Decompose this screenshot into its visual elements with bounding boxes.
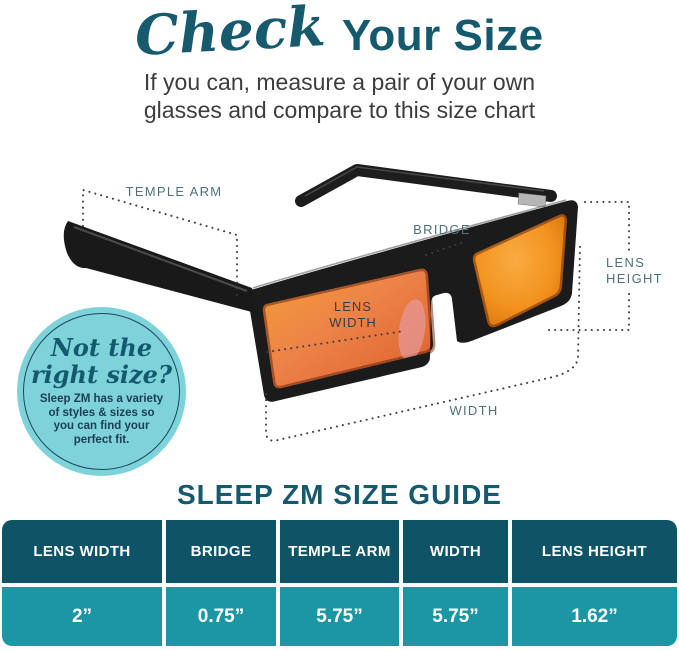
size-guide-table: LENS WIDTH BRIDGE TEMPLE ARM WIDTH LENS … [2, 520, 677, 646]
table-header-temple-arm: TEMPLE ARM [280, 520, 399, 583]
table-value-bridge: 0.75” [166, 587, 276, 646]
badge-script-line2: right size? [30, 360, 173, 389]
bridge-label: BRIDGE [413, 222, 471, 237]
subtitle-line-2: glasses and compare to this size chart [143, 97, 536, 123]
table-header-bridge: BRIDGE [166, 520, 276, 583]
table-header-width: WIDTH [403, 520, 508, 583]
table-value-width: 5.75” [403, 587, 508, 646]
table-value-lens-width: 2” [2, 587, 162, 646]
title-script-word: Check [133, 0, 328, 68]
size-guide-heading: SLEEP ZM SIZE GUIDE [177, 479, 502, 510]
left-temple-arm [63, 221, 259, 314]
not-right-size-badge: Not the right size? Sleep ZM has a varie… [17, 307, 186, 476]
lens-width-label-line1: LENS [334, 299, 372, 314]
width-measure-line [265, 244, 581, 442]
title-main-words: Your Size [341, 11, 544, 60]
subtitle-line-1: If you can, measure a pair of your own [143, 69, 536, 95]
badge-script-line1: Not the [50, 333, 153, 362]
bridge-pointer-line [422, 242, 462, 257]
nose-pad [398, 299, 426, 361]
table-value-lens-height: 1.62” [512, 587, 677, 646]
frame-top-highlight [252, 199, 567, 289]
lens-width-label: LENS WIDTH [316, 299, 390, 331]
page-title: Check Your Size [0, 0, 679, 68]
table-header-lens-height: LENS HEIGHT [512, 520, 677, 583]
badge-body-line3: you can find your [53, 420, 150, 432]
badge-body-line1: Sleep ZM has a variety [39, 393, 164, 405]
hinge-metal [517, 192, 547, 208]
width-label: WIDTH [449, 403, 499, 418]
table-value-temple-arm: 5.75” [280, 587, 399, 646]
badge-content: Not the right size? Sleep ZM has a varie… [17, 307, 186, 447]
lens-height-label-line2: HEIGHT [606, 271, 663, 286]
subtitle: If you can, measure a pair of your own g… [0, 68, 679, 124]
lens-height-label: LENS HEIGHT [606, 255, 663, 287]
badge-body-text: Sleep ZM has a variety of styles & sizes… [17, 393, 186, 447]
badge-body-line2: of styles & sizes so [48, 406, 155, 419]
lens-width-measure-line [266, 330, 405, 353]
table-header-lens-width: LENS WIDTH [2, 520, 162, 583]
temple-arm-measure-line [82, 188, 238, 298]
lens-width-label-line2: WIDTH [329, 315, 377, 330]
right-temple-arm [295, 164, 557, 208]
lens-height-label-line1: LENS [606, 255, 646, 270]
temple-arm-label: TEMPLE ARM [125, 184, 223, 199]
badge-body-line4: perfect fit. [73, 433, 130, 446]
right-lens [470, 211, 570, 330]
